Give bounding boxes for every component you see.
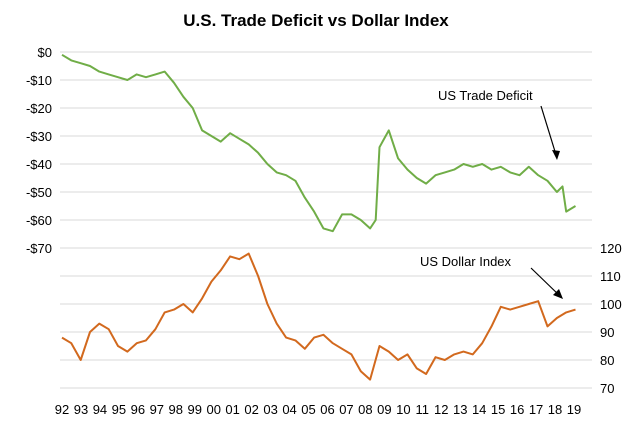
x-tick-label: 93 <box>74 402 88 417</box>
x-tick-label: 16 <box>510 402 524 417</box>
trade-deficit-annotation: US Trade Deficit <box>438 88 533 103</box>
x-tick-label: 95 <box>112 402 126 417</box>
x-tick-label: 99 <box>188 402 202 417</box>
x-tick-label: 14 <box>472 402 486 417</box>
x-tick-label: 07 <box>339 402 353 417</box>
left-tick-label: -$30 <box>26 129 52 144</box>
left-tick-label: -$20 <box>26 101 52 116</box>
x-tick-label: 92 <box>55 402 69 417</box>
left-tick-label: -$70 <box>26 241 52 256</box>
x-tick-label: 98 <box>169 402 183 417</box>
left-tick-label: -$50 <box>26 185 52 200</box>
x-tick-label: 03 <box>263 402 277 417</box>
right-tick-label: 80 <box>600 353 614 368</box>
trade-deficit-arrow <box>540 105 558 159</box>
x-tick-label: 10 <box>396 402 410 417</box>
x-tick-label: 19 <box>567 402 581 417</box>
left-tick-label: -$40 <box>26 157 52 172</box>
x-tick-label: 13 <box>453 402 467 417</box>
chart-title: U.S. Trade Deficit vs Dollar Index <box>183 11 449 30</box>
x-tick-label: 18 <box>548 402 562 417</box>
x-tick-label: 97 <box>150 402 164 417</box>
x-tick-label: 11 <box>416 402 430 417</box>
x-tick-label: 02 <box>244 402 258 417</box>
left-axis-ticks: $0 -$10 -$20 -$30 -$40 -$50 -$60 -$70 <box>26 45 52 256</box>
dollar-index-line <box>61 252 576 381</box>
gridlines <box>60 51 592 389</box>
x-tick-label: 06 <box>320 402 334 417</box>
x-tick-label: 00 <box>206 402 220 417</box>
right-tick-label: 120 <box>600 241 622 256</box>
x-tick-label: 09 <box>377 402 391 417</box>
right-tick-label: 110 <box>600 269 621 284</box>
left-tick-label: -$60 <box>26 213 52 228</box>
x-tick-label: 94 <box>93 402 107 417</box>
x-tick-label: 96 <box>131 402 145 417</box>
x-tick-label: 12 <box>434 402 448 417</box>
right-tick-label: 100 <box>600 297 622 312</box>
dollar-index-arrowhead <box>553 289 563 299</box>
left-tick-label: -$10 <box>26 73 52 88</box>
right-tick-label: 70 <box>600 381 614 396</box>
x-axis-ticks: 92 93 94 95 96 97 98 99 00 01 02 03 04 05 06 07 08 09 10 11… <box>55 402 581 417</box>
x-tick-label: 04 <box>282 402 296 417</box>
trade-deficit-line <box>61 53 577 233</box>
right-tick-label: 90 <box>600 325 614 340</box>
x-tick-label: 05 <box>301 402 315 417</box>
x-tick-label: 15 <box>491 402 505 417</box>
left-tick-label: $0 <box>38 45 52 60</box>
dollar-index-annotation: US Dollar Index <box>420 254 512 269</box>
trade-deficit-arrowhead <box>552 150 560 160</box>
x-tick-label: 17 <box>529 402 543 417</box>
x-tick-label: 08 <box>358 402 372 417</box>
right-axis-ticks: 120 110 100 90 80 70 <box>600 241 622 396</box>
x-tick-label: 01 <box>225 402 239 417</box>
